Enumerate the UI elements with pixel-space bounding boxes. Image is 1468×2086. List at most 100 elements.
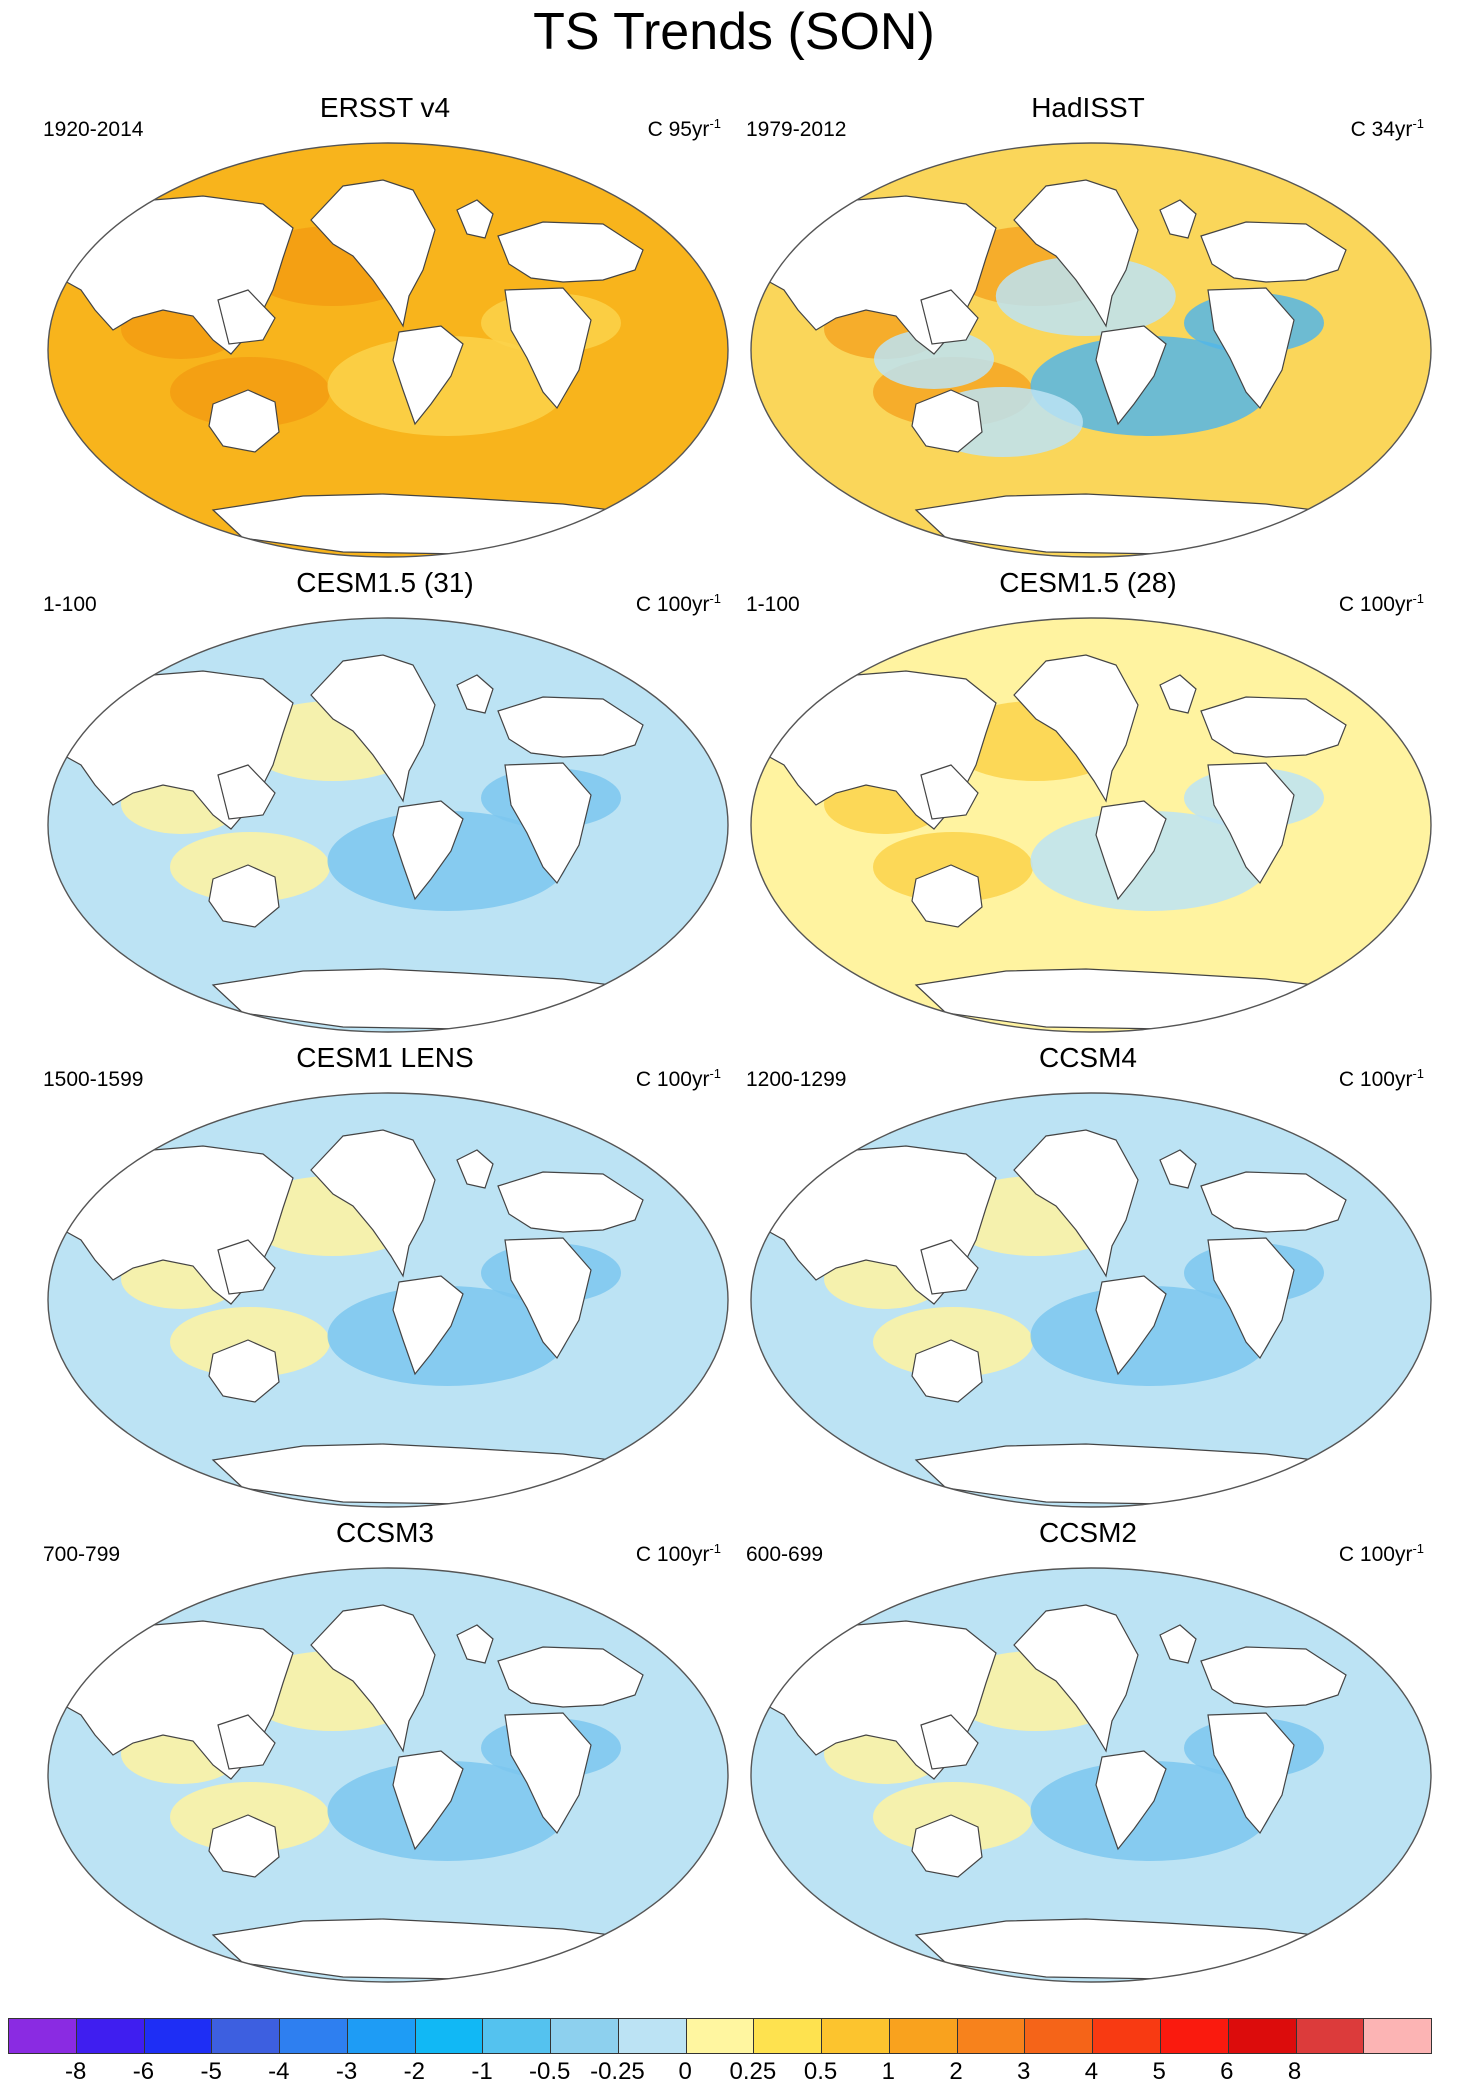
trend-patch <box>327 1761 568 1861</box>
land-mass <box>920 764 979 820</box>
colorbar-tick-label: 4 <box>1084 2058 1099 2085</box>
land-mass <box>456 1149 494 1189</box>
colorbar <box>8 2018 1432 2054</box>
colorbar-segment <box>686 2019 755 2053</box>
map-panel: HadISST 1979-2012 C 34yr-1 <box>738 92 1438 562</box>
land-mass <box>217 289 276 345</box>
colorbar-segment <box>1364 2019 1432 2053</box>
land-mass <box>310 654 436 803</box>
panel-period: 1500-1599 <box>43 1068 144 1091</box>
land-mass <box>1013 1604 1139 1753</box>
land-mass <box>1200 1171 1347 1233</box>
land-mass <box>504 1237 592 1360</box>
colorbar-segment <box>1228 2019 1297 2053</box>
panel-period: 1-100 <box>746 593 800 616</box>
panel-units: C 100yr-1 <box>635 591 721 616</box>
world-map <box>47 1092 729 1508</box>
panel-units: C 100yr-1 <box>1338 1541 1424 1566</box>
colorbar-segment <box>9 2019 77 2053</box>
land-mass <box>1095 1275 1167 1376</box>
land-mass <box>1013 1129 1139 1278</box>
trend-patch <box>327 1286 568 1386</box>
trend-patch <box>995 256 1176 336</box>
colorbar-tick-label: -5 <box>200 2058 222 2085</box>
colorbar-segment <box>1161 2019 1229 2053</box>
colorbar-segment <box>415 2019 484 2053</box>
ocean-field <box>48 143 728 557</box>
world-map <box>750 1567 1432 1983</box>
colorbar-segment <box>889 2019 958 2053</box>
main-title: TS Trends (SON) <box>533 3 935 61</box>
land-mass <box>504 287 592 410</box>
land-mass <box>1200 696 1347 758</box>
land-mass <box>1095 800 1167 901</box>
colorbar-segment <box>1025 2019 1094 2053</box>
colorbar-tick-label: 0.5 <box>803 2058 838 2085</box>
land-mass <box>1207 287 1295 410</box>
colorbar-tick-label: -3 <box>335 2058 358 2085</box>
map-panel: ERSST v4 1920-2014 C 95yr-1 <box>35 92 735 562</box>
land-mass <box>1095 1750 1167 1851</box>
panel-units: C 100yr-1 <box>1338 591 1424 616</box>
map-border <box>47 142 729 558</box>
colorbar-segment <box>1093 2019 1162 2053</box>
land-mass <box>497 1171 644 1233</box>
land-mass <box>920 1239 979 1295</box>
panel-units: C 95yr-1 <box>647 116 721 141</box>
land-mass <box>504 1712 592 1835</box>
land-mass <box>217 1239 276 1295</box>
land-mass <box>208 389 280 453</box>
colorbar-segment <box>483 2019 552 2053</box>
colorbar-tick-label: 3 <box>1017 2058 1031 2085</box>
land-mass <box>392 1750 464 1851</box>
colorbar-tick-label: -4 <box>268 2058 290 2085</box>
panel-title: CCSM4 <box>1038 1042 1137 1073</box>
colorbar-tick-label: 6 <box>1220 2058 1234 2085</box>
land-mass <box>1207 1712 1295 1835</box>
land-mass <box>456 1624 494 1664</box>
land-mass <box>1207 1237 1295 1360</box>
world-map <box>47 1567 729 1983</box>
land-mass <box>504 762 592 885</box>
colorbar-tick-label: -8 <box>65 2058 87 2085</box>
trend-patch <box>1030 1761 1271 1861</box>
map-panel: CCSM4 1200-1299 C 100yr-1 <box>738 1042 1438 1512</box>
land-mass <box>217 764 276 820</box>
colorbar-tick-label: -2 <box>403 2058 425 2085</box>
land-mass <box>1159 674 1197 714</box>
land-mass <box>456 674 494 714</box>
land-mass <box>310 1604 436 1753</box>
land-mass <box>911 1339 983 1403</box>
colorbar-segment <box>754 2019 823 2053</box>
land-mass <box>392 325 464 426</box>
world-map <box>47 142 729 558</box>
colorbar-segment <box>618 2019 687 2053</box>
trend-patch <box>1030 811 1271 911</box>
map-border <box>47 617 729 1033</box>
colorbar-segment <box>212 2019 281 2053</box>
land-mass <box>497 696 644 758</box>
trend-patch <box>327 811 568 911</box>
panel-period: 1920-2014 <box>43 118 144 141</box>
colorbar-segment <box>347 2019 416 2053</box>
land-mass <box>920 1714 979 1770</box>
land-mass <box>1159 199 1197 239</box>
map-border <box>750 1092 1432 1508</box>
ocean-field <box>751 1093 1431 1507</box>
colorbar-segment <box>76 2019 145 2053</box>
ocean-field <box>48 1568 728 1982</box>
panel-period: 600-699 <box>746 1543 824 1566</box>
land-mass <box>1200 221 1347 283</box>
land-mass <box>920 289 979 345</box>
land-mass <box>497 1646 644 1708</box>
ocean-field <box>751 1568 1431 1982</box>
land-mass <box>1207 762 1295 885</box>
trend-patch <box>327 336 568 436</box>
land-mass <box>1159 1149 1197 1189</box>
colorbar-tick-label: 0.25 <box>729 2058 777 2085</box>
map-panel: CCSM2 600-699 C 100yr-1 <box>738 1517 1438 1987</box>
map-border <box>750 142 1432 558</box>
map-border <box>47 1567 729 1983</box>
land-mass <box>208 1339 280 1403</box>
colorbar-tick-label: -0.5 <box>529 2058 571 2085</box>
